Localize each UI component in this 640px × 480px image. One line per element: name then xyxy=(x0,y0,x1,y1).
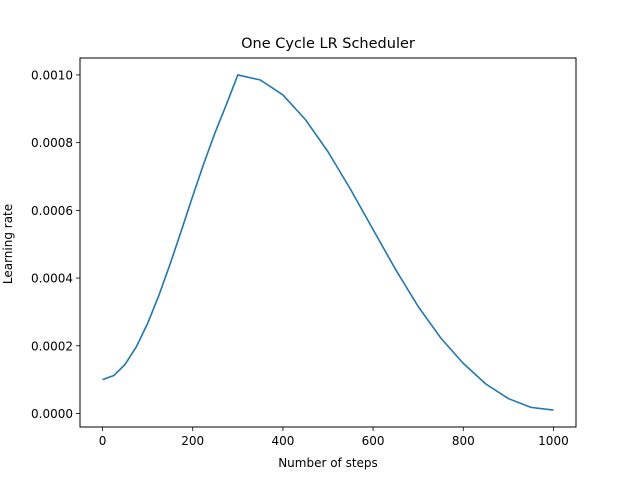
x-tick-label: 800 xyxy=(452,434,475,448)
x-tick-label: 1000 xyxy=(538,434,569,448)
x-tick-label: 600 xyxy=(362,434,385,448)
y-axis-title: Learning rate xyxy=(1,204,15,284)
y-tick-label: 0.0002 xyxy=(31,339,73,353)
y-tick-label: 0.0006 xyxy=(31,204,73,218)
x-tick-label: 400 xyxy=(271,434,294,448)
y-tick-label: 0.0000 xyxy=(31,407,73,421)
y-tick-label: 0.0008 xyxy=(31,136,73,150)
chart-title: One Cycle LR Scheduler xyxy=(241,36,415,52)
x-tick-label: 0 xyxy=(99,434,107,448)
series-line-0 xyxy=(102,74,554,411)
y-axis: 0.0000 0.0002 0.0004 0.0006 0.0008 0.0010 xyxy=(31,68,80,421)
axes-frame xyxy=(79,57,577,428)
x-axis: 0 200 400 600 800 1000 xyxy=(99,427,569,448)
y-tick-label: 0.0004 xyxy=(31,272,73,286)
x-tick-label: 200 xyxy=(181,434,204,448)
plot-area xyxy=(102,74,554,411)
x-axis-title: Number of steps xyxy=(278,456,378,470)
y-tick-label: 0.0010 xyxy=(31,68,73,82)
